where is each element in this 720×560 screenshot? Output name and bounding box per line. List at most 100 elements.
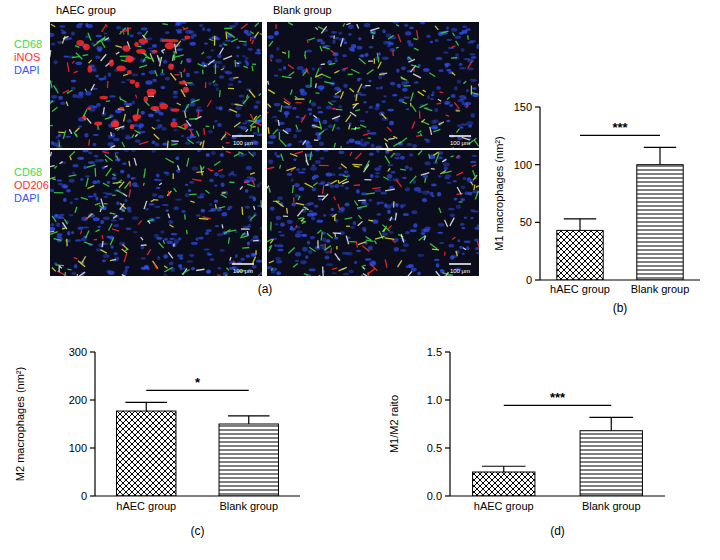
nucleus — [291, 178, 294, 182]
nucleus — [447, 39, 452, 41]
cell-signal — [390, 217, 392, 221]
nucleus — [185, 184, 188, 186]
cell-signal — [296, 102, 302, 103]
y-tick-label: 150 — [514, 101, 532, 113]
nucleus — [312, 164, 315, 166]
nucleus — [392, 178, 399, 181]
nucleus — [191, 242, 198, 245]
cell-signal — [86, 178, 88, 187]
cell-signal — [113, 215, 117, 218]
cell-signal — [221, 224, 223, 228]
cell-signal — [360, 125, 366, 128]
nucleus — [199, 24, 203, 27]
cell-signal — [219, 90, 221, 97]
nucleus — [309, 269, 316, 272]
cell-signal — [60, 162, 63, 164]
cell-signal — [355, 153, 361, 159]
nucleus — [471, 155, 477, 157]
cell-signal — [418, 150, 422, 155]
cell-signal — [112, 174, 115, 176]
nucleus — [369, 199, 373, 202]
nucleus — [129, 34, 133, 37]
nucleus — [307, 241, 310, 245]
stain-label: CD68 — [14, 166, 42, 178]
nucleus — [270, 54, 274, 58]
nucleus — [469, 53, 475, 55]
cell-signal — [436, 103, 441, 105]
cell-signal — [456, 129, 459, 133]
nucleus — [402, 177, 407, 179]
cell-signal — [270, 59, 271, 62]
nucleus — [240, 257, 245, 260]
nucleus — [336, 127, 340, 130]
cell-signal — [143, 59, 145, 62]
cell-signal — [64, 272, 66, 276]
cell-signal — [200, 142, 202, 145]
nucleus — [387, 209, 391, 214]
nucleus — [173, 118, 177, 121]
cell-signal — [88, 33, 91, 41]
nucleus — [387, 109, 394, 112]
nucleus — [306, 49, 312, 52]
cell-signal — [154, 134, 159, 139]
cell-signal — [250, 37, 252, 41]
cell-signal — [467, 35, 469, 39]
cell-signal — [221, 69, 224, 70]
cell-signal — [85, 89, 87, 92]
cell-signal — [87, 186, 94, 189]
nucleus — [292, 107, 296, 110]
cell-signal — [363, 133, 371, 135]
cell-signal — [282, 76, 292, 77]
nucleus — [369, 261, 375, 266]
nucleus — [343, 41, 347, 44]
nucleus — [365, 258, 372, 261]
cell-signal — [295, 98, 305, 99]
nucleus — [178, 264, 182, 267]
cell-signal — [218, 169, 223, 171]
nucleus — [152, 141, 156, 144]
nucleus — [414, 81, 419, 83]
cell-signal — [333, 35, 335, 38]
nucleus — [168, 220, 173, 224]
nucleus — [88, 151, 93, 154]
nucleus — [370, 132, 376, 135]
scale-bar-label: 100 μm — [233, 268, 253, 274]
cell-signal — [430, 243, 437, 249]
nucleus — [257, 134, 262, 136]
nucleus — [293, 158, 296, 161]
nucleus — [56, 234, 61, 238]
nucleus — [420, 22, 424, 23]
cell-signal — [207, 100, 211, 107]
cell-signal — [103, 183, 109, 186]
cell-signal — [215, 64, 216, 74]
cell-signal — [358, 84, 362, 93]
y-tick-label: 100 — [69, 442, 87, 454]
nucleus — [104, 32, 108, 34]
nucleus — [338, 167, 342, 170]
cell-signal — [307, 40, 308, 43]
nucleus — [357, 78, 360, 82]
nucleus — [173, 206, 178, 210]
cell-signal — [293, 197, 294, 202]
nucleus — [348, 33, 352, 36]
cell-signal — [137, 109, 139, 115]
nucleus — [449, 104, 453, 107]
nucleus — [318, 111, 324, 114]
cell-signal — [343, 68, 348, 70]
image-bg — [267, 22, 479, 148]
cell-signal — [76, 40, 84, 46]
nucleus — [388, 164, 394, 166]
nucleus — [424, 161, 430, 165]
cell-signal — [278, 120, 280, 126]
cell-signal — [474, 276, 476, 277]
cell-signal — [187, 158, 189, 167]
nucleus — [409, 27, 414, 30]
cell-signal — [112, 195, 116, 197]
nucleus — [455, 53, 459, 56]
nucleus — [338, 105, 342, 108]
cell-signal — [228, 88, 234, 89]
cell-signal — [224, 44, 227, 45]
nucleus — [181, 22, 186, 24]
nucleus — [315, 160, 321, 164]
nucleus — [152, 44, 157, 48]
